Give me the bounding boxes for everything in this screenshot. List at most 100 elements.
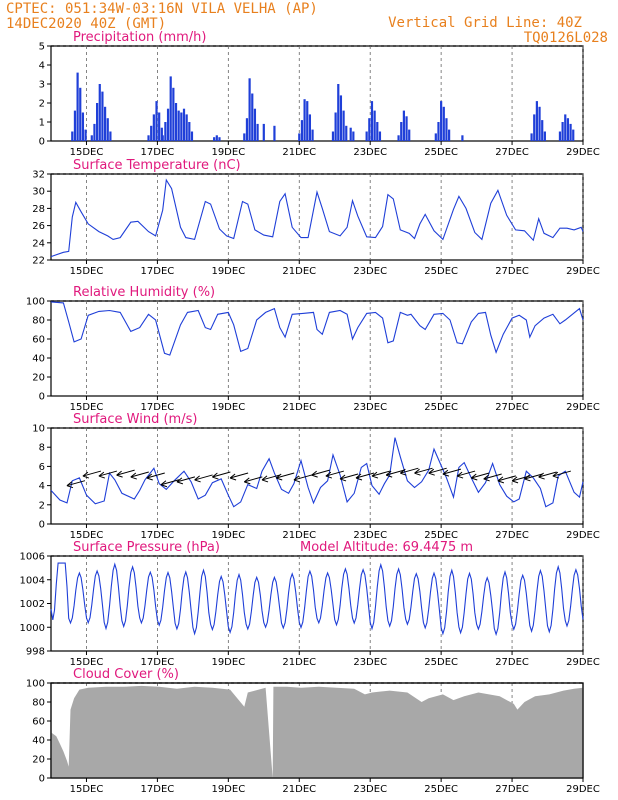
precip-bar [440, 101, 443, 141]
precip-bar [370, 101, 374, 141]
wind-arrow [293, 474, 313, 483]
panel-4: 998 1000 1002 1004 1006 15DEC 17DEC 19DEC 21DEC 2… [20, 540, 600, 668]
y-tick-label: 20 [32, 373, 45, 384]
precip-bar [262, 123, 265, 141]
wind-arrow-shaft [339, 473, 359, 480]
wind-arrow-shaft [82, 470, 102, 477]
x-tick-label: 29DEC [566, 784, 600, 795]
x-tick-label: 15DEC [70, 657, 104, 668]
precip-bar [306, 101, 309, 141]
x-tick-label: 27DEC [495, 402, 529, 413]
x-tick-label: 15DEC [70, 784, 104, 795]
y-tick-label: 0 [39, 520, 45, 531]
wind-arrow-shaft [160, 479, 180, 486]
wind-arrow [194, 474, 213, 483]
wind-arrow-shaft [116, 469, 135, 476]
wind-arrow-shaft [355, 472, 375, 479]
wind-arrow [229, 472, 249, 481]
precip-bar [185, 114, 188, 141]
series-line [50, 562, 584, 637]
wind-arrow [311, 469, 330, 478]
y-tick-label: 80 [32, 316, 45, 327]
x-tick-label: 21DEC [282, 266, 316, 277]
wind-arrow-head [311, 470, 318, 478]
y-tick-label: 2 [39, 99, 45, 110]
precip-bar [564, 114, 567, 141]
wind-arrow [552, 470, 571, 479]
x-tick-label: 29DEC [566, 402, 600, 413]
precip-bar [174, 103, 178, 141]
precip-bar [448, 129, 451, 141]
wind-arrow-head [261, 475, 269, 483]
precip-bar [101, 91, 104, 141]
panel-5: 0 20 40 60 80 100 15DEC 17DEC 19DEC 21DEC 23DEC 25D… [26, 667, 600, 795]
x-tick-label: 17DEC [141, 147, 175, 158]
precip-bar [172, 87, 175, 141]
precip-bar [182, 108, 186, 141]
x-tick-label: 19DEC [211, 784, 245, 795]
panel-frame-overlay [50, 682, 584, 779]
y-tick-label: 100 [26, 297, 45, 308]
precip-bar [73, 110, 77, 141]
y-tick-label: 5 [39, 42, 45, 53]
wind-arrow [261, 474, 281, 483]
wind-arrow [212, 471, 231, 480]
precip-bar [368, 118, 371, 141]
panel-title: Cloud Cover (%) [73, 667, 179, 682]
wind-arrow [538, 471, 557, 480]
wind-arrow-head [524, 474, 531, 482]
precip-bar [245, 118, 249, 141]
y-tick-label: 100 [26, 679, 45, 690]
precip-bar [397, 135, 400, 141]
precip-bar [160, 127, 163, 141]
y-tick-label: 6 [39, 462, 45, 473]
y-tick-label: 10 [32, 424, 45, 435]
y-tick-label: 22 [32, 256, 45, 267]
wind-arrow-shaft [261, 474, 281, 481]
x-tick-label: 23DEC [353, 784, 387, 795]
precip-bar [93, 123, 96, 141]
cloud-cover-area [51, 685, 583, 778]
x-tick-label: 23DEC [353, 657, 387, 668]
wind-arrow-shaft [276, 472, 295, 479]
y-tick-label: 60 [32, 335, 45, 346]
precip-bar [530, 133, 533, 141]
y-tick-label: 0 [39, 392, 45, 403]
panel-frame [50, 173, 584, 261]
precip-bar [147, 135, 150, 141]
wind-arrow [428, 467, 447, 476]
y-tick-label: 28 [32, 204, 45, 215]
x-tick-label: 21DEC [282, 784, 316, 795]
precip-bar [442, 106, 445, 141]
wind-arrow-shaft [428, 467, 447, 474]
wind-arrow [98, 470, 118, 479]
panel-frame [50, 300, 584, 397]
precip-bar [342, 110, 345, 141]
precip-bar [300, 120, 304, 141]
precip-bar [349, 127, 352, 141]
wind-arrow [82, 470, 102, 479]
wind-arrow-head [212, 472, 219, 480]
wind-arrow [371, 470, 391, 479]
wind-arrow [176, 476, 196, 485]
precip-bar [96, 103, 99, 141]
panel-subtitle: Model Altitude: 69.4475 m [300, 540, 473, 555]
precip-bar [376, 122, 379, 141]
precip-bar [331, 131, 335, 141]
wind-arrow-shaft [293, 474, 313, 481]
precip-bar [155, 101, 158, 141]
precip-bar [273, 125, 276, 141]
x-tick-label: 21DEC [282, 402, 316, 413]
wind-arrow [160, 479, 180, 488]
wind-arrow [355, 472, 375, 481]
y-tick-label: 998 [26, 647, 45, 658]
wind-arrow-shaft [497, 475, 517, 482]
panel-title: Precipitation (mm/h) [73, 30, 206, 45]
header-station: CPTEC: 051:34W-03:16N VILA VELHA (AP) [6, 1, 318, 17]
precip-bar [569, 123, 572, 141]
x-tick-label: 27DEC [495, 530, 529, 541]
panel-title: Surface Wind (m/s) [73, 412, 197, 427]
x-tick-label: 21DEC [282, 147, 316, 158]
wind-arrow-head [66, 481, 74, 489]
